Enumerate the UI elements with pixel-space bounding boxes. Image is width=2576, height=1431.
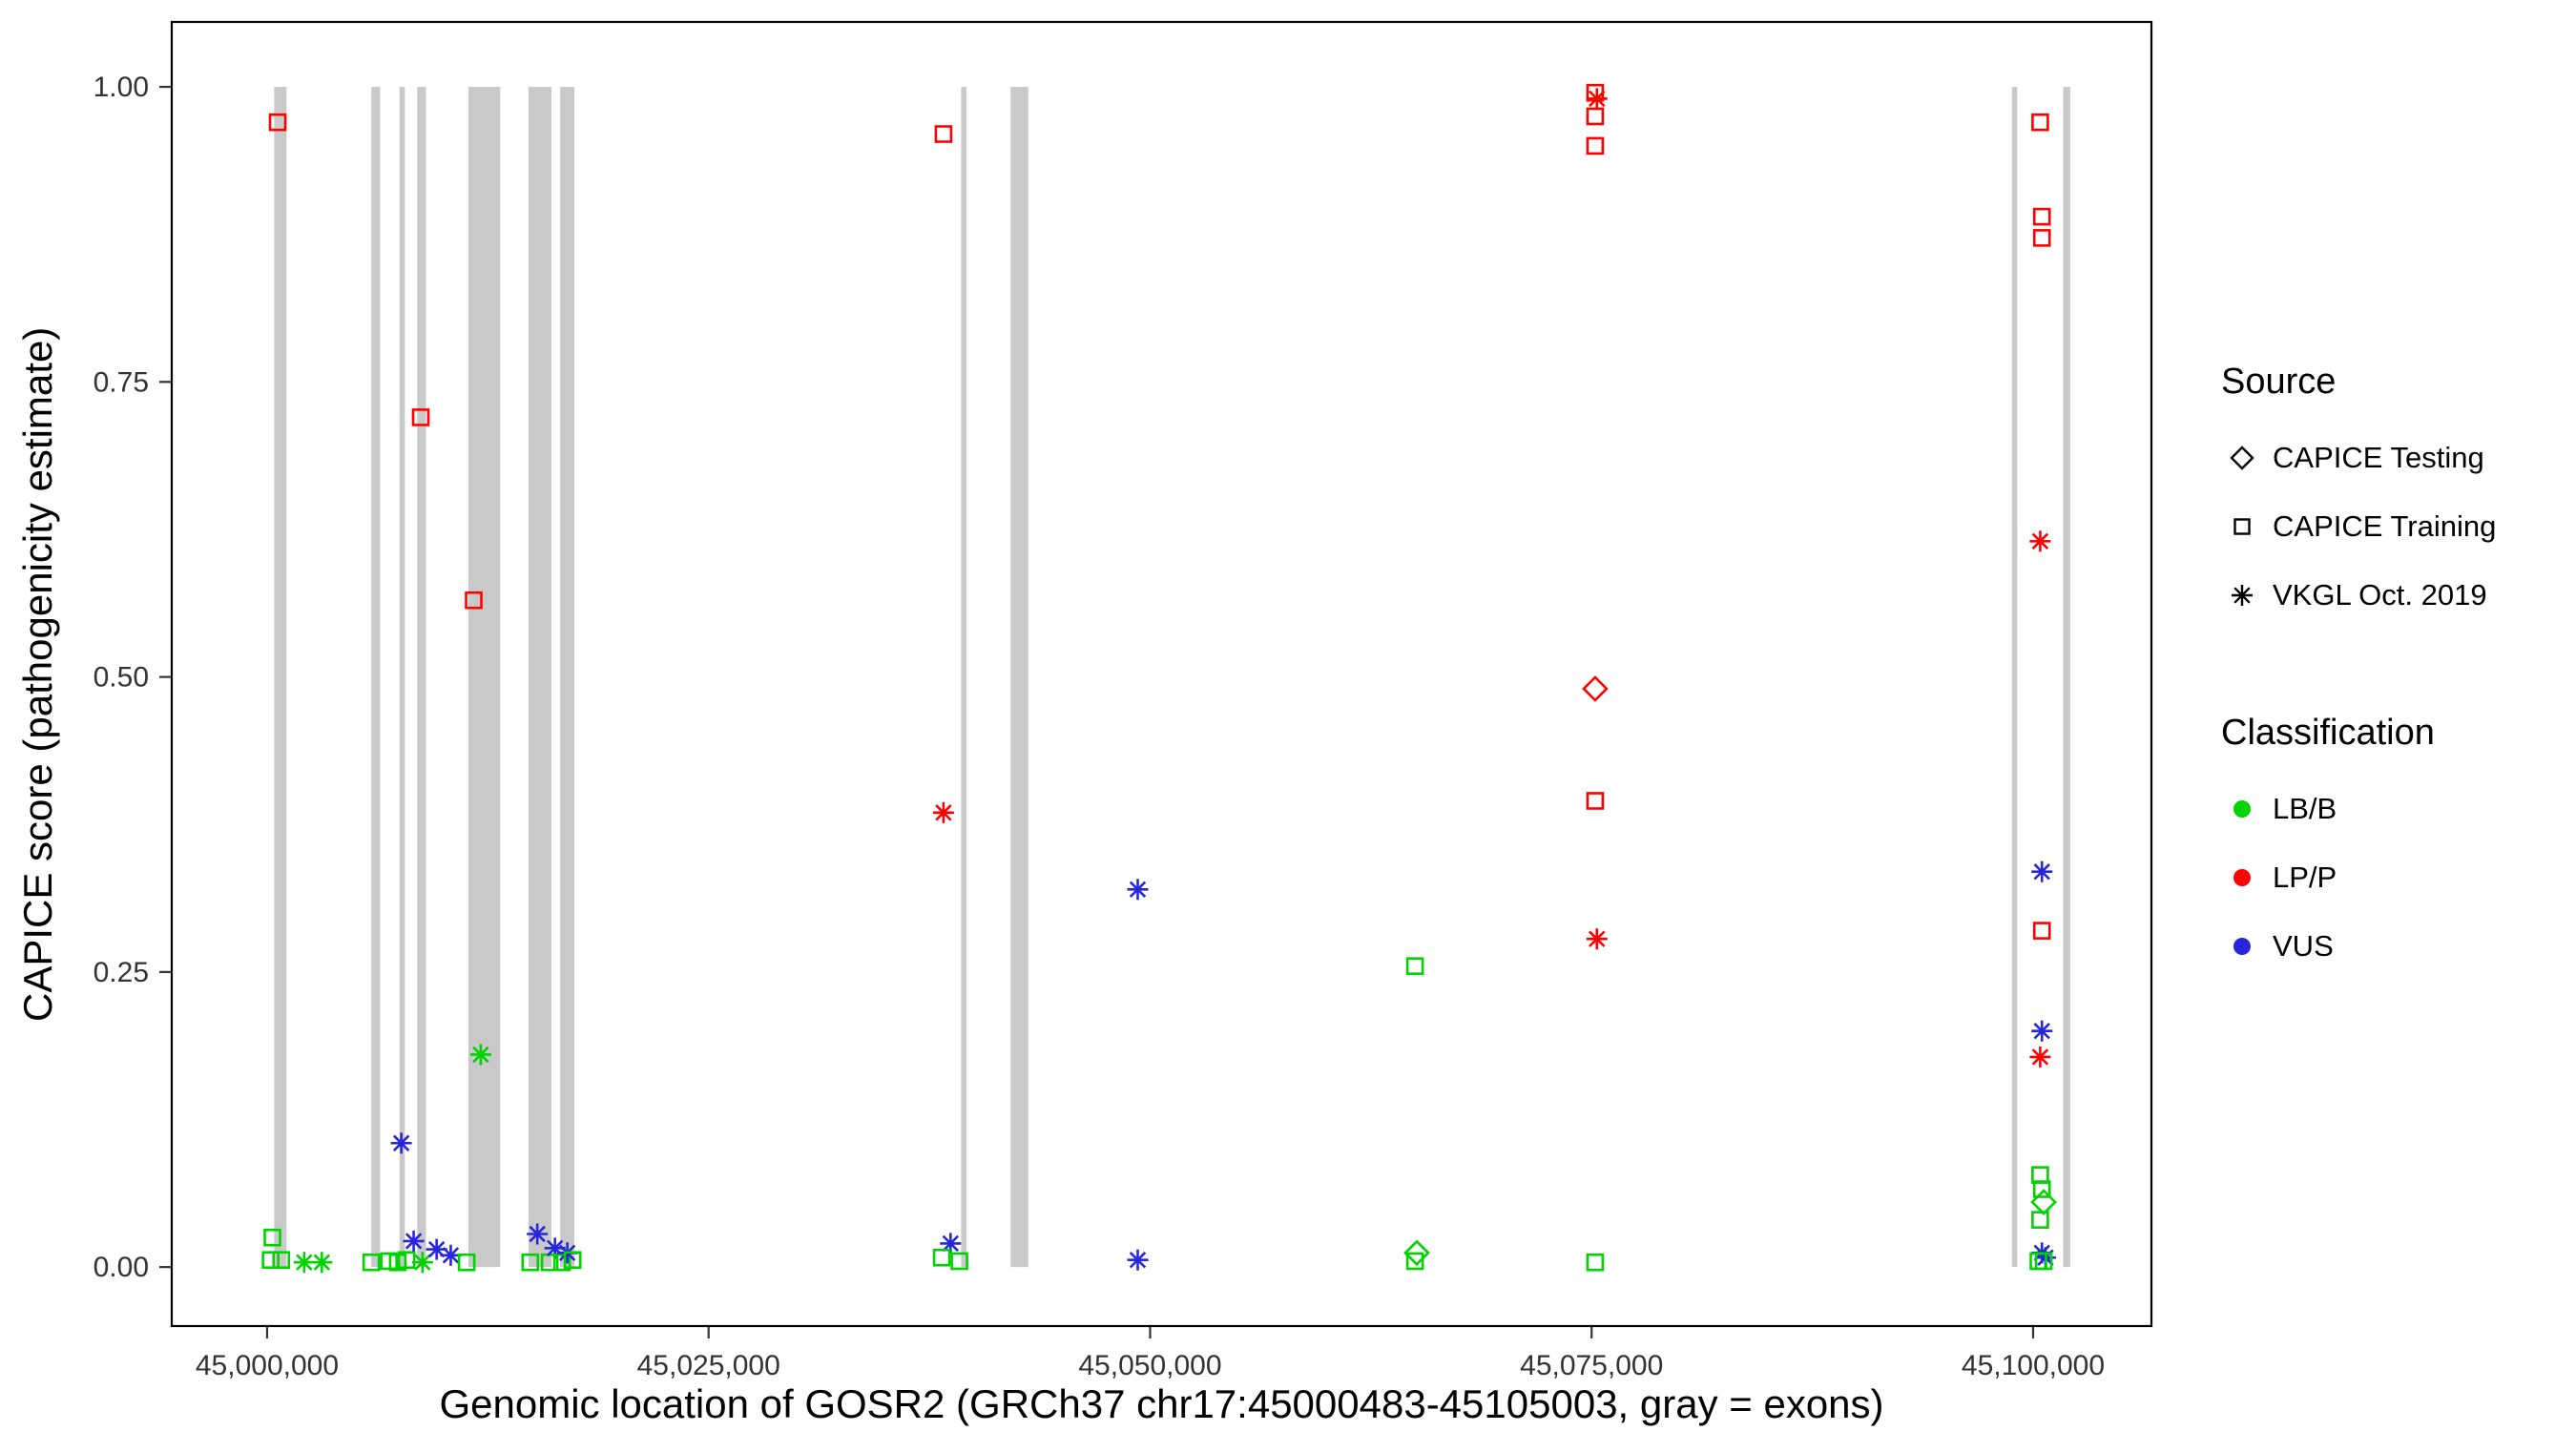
- data-point: [1405, 1252, 1424, 1271]
- exon-bar: [274, 87, 287, 1268]
- data-point: [2029, 1046, 2051, 1068]
- x-tick-label: 45,000,000: [196, 1350, 339, 1381]
- legend-item-vkgl: VKGL Oct. 2019: [2221, 561, 2496, 630]
- data-point: [932, 1248, 951, 1267]
- square-icon: [2221, 506, 2263, 548]
- data-point: [1405, 957, 1424, 975]
- panel-border: [170, 20, 2153, 1328]
- x-axis-title: Genomic location of GOSR2 (GRCh37 chr17:…: [439, 1381, 1884, 1426]
- legend: Source CAPICE Testing CAPICE Training VK…: [2221, 361, 2496, 981]
- legend-item-label: VUS: [2273, 929, 2334, 963]
- data-point: [1586, 1253, 1605, 1272]
- data-point: [390, 1132, 412, 1154]
- data-point: [934, 125, 953, 143]
- data-point: [2030, 1189, 2057, 1215]
- data-point: [2034, 1252, 2053, 1271]
- legend-item-label: VKGL Oct. 2019: [2273, 578, 2487, 612]
- data-point: [261, 1251, 280, 1270]
- data-point: [293, 1252, 315, 1274]
- data-point: [552, 1253, 571, 1272]
- data-point: [2032, 922, 2051, 940]
- data-point: [1127, 1249, 1149, 1271]
- asterisk-icon: [2221, 574, 2263, 616]
- data-point: [2032, 1180, 2051, 1198]
- data-point: [2031, 113, 2049, 132]
- legend-item-capice-training: CAPICE Training: [2221, 492, 2496, 561]
- legend-item-label: CAPICE Testing: [2273, 441, 2484, 474]
- exon-bar: [417, 87, 426, 1268]
- data-point: [1582, 675, 1609, 702]
- data-point: [2031, 861, 2053, 882]
- data-point: [563, 1251, 582, 1270]
- data-point: [263, 1228, 281, 1247]
- exon-bar: [399, 87, 405, 1268]
- lbb-dot-icon: [2233, 800, 2251, 818]
- data-point: [1403, 1239, 1430, 1267]
- legend-item-label: LB/B: [2273, 792, 2337, 825]
- x-tick-label: 45,050,000: [1078, 1350, 1221, 1381]
- data-point: [397, 1251, 416, 1270]
- data-point: [1586, 88, 1608, 110]
- data-point: [2032, 229, 2051, 247]
- exon-bar: [1010, 87, 1028, 1268]
- data-point: [527, 1223, 549, 1245]
- data-point: [1127, 879, 1149, 901]
- data-point: [272, 1251, 291, 1270]
- legend-item-label: LP/P: [2273, 861, 2337, 894]
- data-point: [469, 1044, 491, 1066]
- y-tick-label: 0.00: [93, 1252, 149, 1283]
- data-point: [411, 408, 430, 426]
- data-point: [940, 1233, 962, 1255]
- data-point: [403, 1230, 425, 1252]
- x-tick-label: 45,025,000: [637, 1350, 780, 1381]
- data-point: [1586, 792, 1605, 810]
- exon-bar: [467, 87, 501, 1268]
- data-point: [2031, 1020, 2053, 1042]
- y-axis-title: CAPICE score (pathogenicity estimate): [15, 326, 60, 1022]
- y-tick-label: 0.50: [93, 662, 149, 694]
- data-point: [521, 1253, 540, 1272]
- exon-bar: [961, 87, 966, 1268]
- legend-item-lpp: LP/P: [2221, 843, 2496, 912]
- data-point: [457, 1253, 476, 1272]
- x-tick-label: 45,075,000: [1520, 1350, 1663, 1381]
- legend-item-lbb: LB/B: [2221, 775, 2496, 843]
- legend-item-vus: VUS: [2221, 912, 2496, 981]
- data-point: [362, 1253, 381, 1272]
- legend-item-capice-testing: CAPICE Testing: [2221, 424, 2496, 492]
- data-point: [465, 591, 483, 610]
- data-point: [2029, 530, 2051, 552]
- exon-bar: [2063, 87, 2070, 1268]
- data-point: [1586, 107, 1605, 126]
- data-point: [311, 1252, 333, 1274]
- y-tick-label: 1.00: [93, 72, 149, 103]
- data-point: [411, 1252, 433, 1274]
- diamond-icon: [2221, 437, 2263, 479]
- y-tick-label: 0.25: [93, 957, 149, 988]
- lpp-dot-icon: [2233, 869, 2251, 886]
- data-point: [950, 1252, 968, 1271]
- data-point: [2032, 207, 2051, 226]
- data-point: [1586, 136, 1605, 156]
- data-point: [440, 1244, 462, 1266]
- exon-bar: [2011, 87, 2018, 1268]
- exon-bar: [560, 87, 575, 1268]
- data-point: [268, 113, 287, 132]
- y-tick-label: 0.75: [93, 366, 149, 398]
- exon-bar: [371, 87, 381, 1268]
- x-tick-label: 45,100,000: [1962, 1350, 2105, 1381]
- data-point: [932, 801, 954, 823]
- vus-dot-icon: [2233, 938, 2251, 955]
- data-point: [2031, 1211, 2049, 1229]
- legend-item-label: CAPICE Training: [2273, 509, 2497, 543]
- data-point: [1586, 928, 1608, 950]
- exon-bar: [528, 87, 551, 1268]
- legend-classification-title: Classification: [2221, 713, 2435, 753]
- legend-source-title: Source: [2221, 362, 2337, 402]
